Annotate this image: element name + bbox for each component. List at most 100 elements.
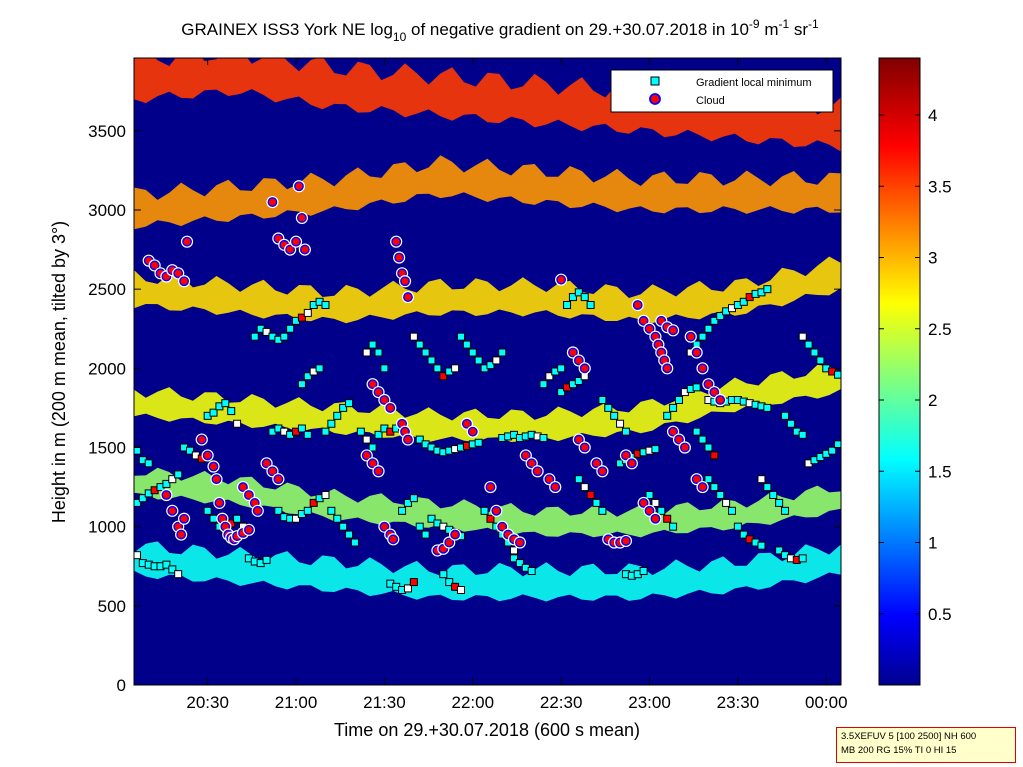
gradient-min-point [262, 327, 271, 336]
cloud-point-ring [579, 442, 590, 453]
gradient-min-point [816, 356, 825, 365]
gradient-min-point [710, 316, 719, 325]
gradient-min-point [227, 407, 236, 416]
legend-box [610, 69, 834, 113]
gradient-min-point [339, 522, 348, 531]
markers-layer [134, 180, 841, 594]
gradient-min-point [421, 530, 430, 539]
cloud-point-ring [243, 490, 254, 500]
heatmap-band-5 [134, 541, 841, 602]
cloud-point-ring [149, 260, 160, 271]
gradient-min-point [333, 514, 342, 523]
cloud-point-ring [544, 474, 555, 485]
gradient-min-point [209, 514, 218, 523]
cloud-point-ring [176, 529, 187, 540]
gradient-min-point [739, 530, 748, 539]
gradient-min-point [598, 506, 607, 515]
colorbar-tick-label: 2 [928, 391, 937, 410]
cloud-point-ring [252, 505, 263, 516]
y-tick-label: 500 [98, 597, 126, 616]
cloud-point-ring [485, 482, 496, 492]
gradient-min-point [398, 506, 407, 515]
colorbar-tick-label: 3.5 [928, 177, 952, 196]
colorbar-tick-label: 3 [928, 249, 937, 268]
gradient-min-point [574, 288, 583, 297]
gradient-min-point [557, 364, 566, 373]
legend-marker-gradient-min [650, 76, 660, 86]
legend: Gradient local minimum Cloud [610, 69, 834, 113]
gradient-min-point [368, 340, 377, 349]
cloud-point-ring [715, 395, 726, 405]
cloud-point-ring [391, 236, 402, 247]
gradient-min-point [580, 483, 589, 492]
cloud-point-ring [400, 276, 410, 287]
heatmap-band-1 [134, 155, 841, 230]
gradient-min-point [669, 403, 678, 412]
cloud-point-ring [644, 505, 655, 516]
gradient-min-point [303, 430, 312, 439]
gradient-min-point [639, 567, 648, 575]
y-tick-label: 1500 [88, 439, 126, 458]
gradient-min-point [233, 419, 242, 428]
gradient-min-point [798, 554, 807, 563]
cloud-point-ring [697, 363, 708, 374]
y-tick-label: 2500 [88, 280, 126, 299]
gradient-min-point [480, 506, 489, 515]
x-axis-label: Time on 29.+30.07.2018 (600 s mean) [334, 720, 640, 740]
gradient-min-point [663, 411, 672, 420]
cloud-point-ring [273, 474, 284, 485]
gradient-min-point [409, 332, 418, 341]
gradient-min-point [321, 427, 330, 436]
heatmap-band-3 [134, 364, 841, 443]
gradient-min-point [733, 522, 742, 531]
gradient-min-point [345, 399, 354, 408]
heatmap-band-0 [134, 58, 841, 152]
gradient-min-point [545, 372, 554, 381]
gradient-min-point [510, 554, 519, 563]
gradient-min-point [303, 506, 312, 515]
gradient-min-point [233, 514, 242, 523]
cloud-point-ring [291, 236, 301, 247]
cloud-point-ring [379, 521, 390, 532]
gradient-min-point [185, 446, 194, 455]
x-tick-label: 20:30 [186, 693, 229, 712]
cloud-point-ring [621, 450, 631, 461]
gradient-min-point [297, 380, 306, 389]
gradient-min-point [568, 293, 577, 302]
gradient-min-point [339, 403, 348, 412]
gradient-min-point [415, 340, 424, 349]
gradient-min-point [757, 475, 766, 484]
gradient-min-point [439, 372, 448, 381]
gradient-min-point [427, 356, 436, 365]
gradient-min-point [292, 514, 301, 523]
gradient-min-point [445, 578, 454, 587]
gradient-min-point [486, 361, 495, 370]
cloud-point-ring [461, 418, 472, 429]
x-tick-label: 22:00 [451, 693, 494, 712]
cloud-point-ring [450, 529, 460, 540]
x-tick-label: 23:00 [628, 693, 671, 712]
gradient-min-point [221, 399, 230, 408]
cloud-point-ring [526, 458, 537, 469]
gradient-min-point [486, 514, 495, 523]
cloud-point-ring [638, 498, 649, 508]
gradient-min-point [144, 459, 153, 468]
gradient-min-point [168, 565, 177, 574]
colorbar-ticks: 0.5 1 1.5 2 2.5 3 3.5 4 [879, 106, 952, 624]
x-axis: 20:30 21:00 21:30 22:00 22:30 23:00 23:30 00:00 [186, 58, 848, 712]
x-tick-label: 00:00 [805, 693, 848, 712]
cloud-point-ring [550, 482, 561, 492]
gradient-min-point [374, 430, 383, 439]
gradient-min-point [739, 297, 748, 306]
gradient-min-point [563, 301, 572, 309]
gradient-min-point [209, 408, 218, 417]
gradient-min-point [539, 434, 548, 442]
cloud-point-ring [173, 268, 184, 279]
plot-frame [133, 57, 842, 686]
gradient-min-point [786, 419, 795, 428]
cloud-point-ring [621, 536, 631, 546]
cloud-point-ring [297, 213, 307, 223]
cloud-point-ring [662, 363, 673, 374]
gradient-min-point [674, 396, 683, 404]
gradient-min-point [669, 522, 678, 531]
